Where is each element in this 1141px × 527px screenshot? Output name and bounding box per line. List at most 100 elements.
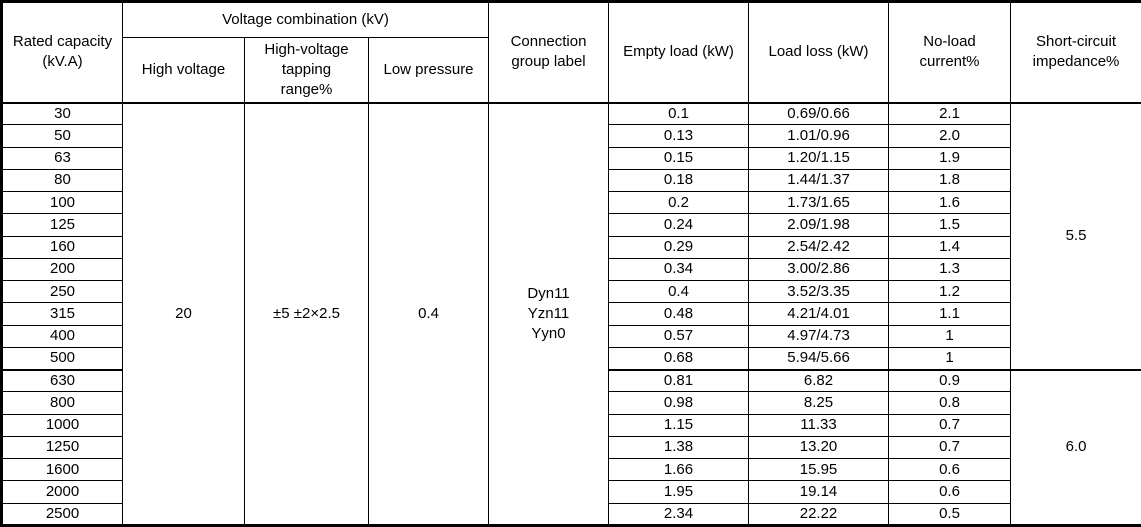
cell-rated-capacity: 200 <box>1 257 123 282</box>
header-tapping-range: High-voltage tapping range% <box>244 37 369 103</box>
cell-load-loss: 0.69/0.66 <box>748 101 890 126</box>
cell-empty-load: 1.38 <box>608 435 750 460</box>
cell-rated-capacity: 125 <box>1 213 123 237</box>
table-body: 30 20 ±5 ±2×2.5 0.4 Dyn11 Yzn11 Yyn0 0.1 0.69/… <box>1 101 1141 526</box>
cell-rated-capacity: 400 <box>1 324 123 348</box>
header-row-top: Rated capacity (kV.A) Voltage combinatio… <box>1 1 1141 103</box>
table-row: 315 0.48 4.21/4.01 1.1 <box>1 302 1141 326</box>
cell-empty-load: 0.18 <box>608 168 750 193</box>
cell-empty-load: 0.68 <box>608 346 750 371</box>
cell-empty-load: 0.81 <box>608 368 750 393</box>
header-row-sub: High voltage High-voltage tapping range%… <box>2 37 1141 103</box>
cell-load-loss: 5.94/5.66 <box>748 346 890 371</box>
header-load-loss: Load loss (kW) <box>748 1 890 103</box>
cell-rated-capacity: 500 <box>1 346 123 371</box>
header-short-circuit-impedance: Short-circuit impedance% <box>1010 1 1141 103</box>
cell-load-loss: 1.20/1.15 <box>748 146 890 170</box>
cell-load-loss: 4.97/4.73 <box>748 324 890 348</box>
table-row: 800 0.98 8.25 0.8 <box>1 391 1141 415</box>
header-voltage-combination: Voltage combination (kV) <box>121 1 490 38</box>
cell-tapping-range: ±5 ±2×2.5 <box>244 101 369 526</box>
table-row: 63 0.15 1.20/1.15 1.9 <box>1 146 1141 170</box>
table-row: 2500 2.34 22.22 0.5 <box>1 502 1141 526</box>
cell-load-loss: 1.73/1.65 <box>748 190 890 215</box>
cell-no-load-current: 0.7 <box>888 413 1012 437</box>
cell-load-loss: 13.20 <box>748 435 890 460</box>
table-row: 1000 1.15 11.33 0.7 <box>1 413 1141 437</box>
cell-rated-capacity: 30 <box>1 101 123 126</box>
cell-load-loss: 15.95 <box>748 457 890 482</box>
table-row: 250 0.4 3.52/3.35 1.2 <box>1 279 1141 304</box>
header-low-pressure: Low pressure <box>367 37 490 103</box>
cell-load-loss: 1.44/1.37 <box>748 168 890 193</box>
cell-empty-load: 0.2 <box>608 190 750 215</box>
cell-empty-load: 0.13 <box>608 124 750 148</box>
cell-empty-load: 0.98 <box>608 391 750 415</box>
cell-rated-capacity: 160 <box>1 235 123 259</box>
cell-load-loss: 1.01/0.96 <box>748 124 890 148</box>
cell-no-load-current: 1.5 <box>888 213 1012 237</box>
header-connection-group: Connection group label <box>488 1 610 103</box>
header-no-load-current: No-load current% <box>888 1 1012 103</box>
cell-load-loss: 19.14 <box>748 480 890 504</box>
cell-empty-load: 0.15 <box>608 146 750 170</box>
cell-no-load-current: 1.2 <box>888 279 1012 304</box>
cell-no-load-current: 0.6 <box>888 480 1012 504</box>
table-row: 2000 1.95 19.14 0.6 <box>1 480 1141 504</box>
cell-low-pressure: 0.4 <box>367 101 490 526</box>
cell-rated-capacity: 315 <box>1 302 123 326</box>
header-rated-capacity: Rated capacity (kV.A) <box>1 1 123 103</box>
cell-no-load-current: 0.7 <box>888 435 1012 460</box>
cell-no-load-current: 2.0 <box>888 124 1012 148</box>
table-row: 100 0.2 1.73/1.65 1.6 <box>1 190 1141 215</box>
cell-no-load-current: 2.1 <box>888 101 1012 126</box>
header-empty-load: Empty load (kW) <box>608 1 750 103</box>
cell-rated-capacity: 630 <box>1 368 123 393</box>
cell-load-loss: 8.25 <box>748 391 890 415</box>
cell-rated-capacity: 800 <box>1 391 123 415</box>
cell-empty-load: 0.1 <box>608 101 750 126</box>
cell-rated-capacity: 2000 <box>1 480 123 504</box>
cell-no-load-current: 1.8 <box>888 168 1012 193</box>
table-row: 30 20 ±5 ±2×2.5 0.4 Dyn11 Yzn11 Yyn0 0.1 0.69/… <box>1 101 1141 526</box>
cell-no-load-current: 1.9 <box>888 146 1012 170</box>
cell-rated-capacity: 63 <box>1 146 123 170</box>
cell-rated-capacity: 80 <box>1 168 123 193</box>
cell-load-loss: 3.00/2.86 <box>748 257 890 282</box>
header-high-voltage: High voltage <box>122 37 245 103</box>
cell-load-loss: 6.82 <box>748 368 890 393</box>
cell-empty-load: 0.57 <box>608 324 750 348</box>
cell-load-loss: 22.22 <box>748 502 890 526</box>
cell-empty-load: 0.48 <box>608 302 750 326</box>
cell-short-circuit-impedance: 6.0 <box>1010 368 1141 526</box>
cell-empty-load: 1.95 <box>608 480 750 504</box>
cell-no-load-current: 0.9 <box>888 368 1012 393</box>
cell-no-load-current: 0.5 <box>888 502 1012 526</box>
cell-no-load-current: 0.6 <box>888 457 1012 482</box>
cell-no-load-current: 1 <box>888 346 1012 371</box>
table-row: 500 0.68 5.94/5.66 1 <box>1 346 1141 371</box>
cell-rated-capacity: 1250 <box>1 435 123 460</box>
cell-load-loss: 2.09/1.98 <box>748 213 890 237</box>
cell-no-load-current: 1.1 <box>888 302 1012 326</box>
cell-no-load-current: 1.6 <box>888 190 1012 215</box>
cell-empty-load: 0.34 <box>608 257 750 282</box>
cell-load-loss: 4.21/4.01 <box>748 302 890 326</box>
cell-high-voltage: 20 <box>122 101 245 526</box>
cell-short-circuit-impedance: 5.5 <box>1010 101 1141 370</box>
cell-empty-load: 0.24 <box>608 213 750 237</box>
table-row: 400 0.57 4.97/4.73 1 <box>1 324 1141 348</box>
cell-rated-capacity: 2500 <box>1 502 123 526</box>
cell-load-loss: 11.33 <box>748 413 890 437</box>
cell-no-load-current: 1.4 <box>888 235 1012 259</box>
cell-rated-capacity: 1000 <box>1 413 123 437</box>
cell-no-load-current: 0.8 <box>888 391 1012 415</box>
cell-empty-load: 0.4 <box>608 279 750 304</box>
cell-empty-load: 2.34 <box>608 502 750 526</box>
cell-no-load-current: 1.3 <box>888 257 1012 282</box>
cell-rated-capacity: 100 <box>1 190 123 215</box>
cell-connection-group: Dyn11 Yzn11 Yyn0 <box>488 101 610 526</box>
cell-rated-capacity: 50 <box>1 124 123 148</box>
